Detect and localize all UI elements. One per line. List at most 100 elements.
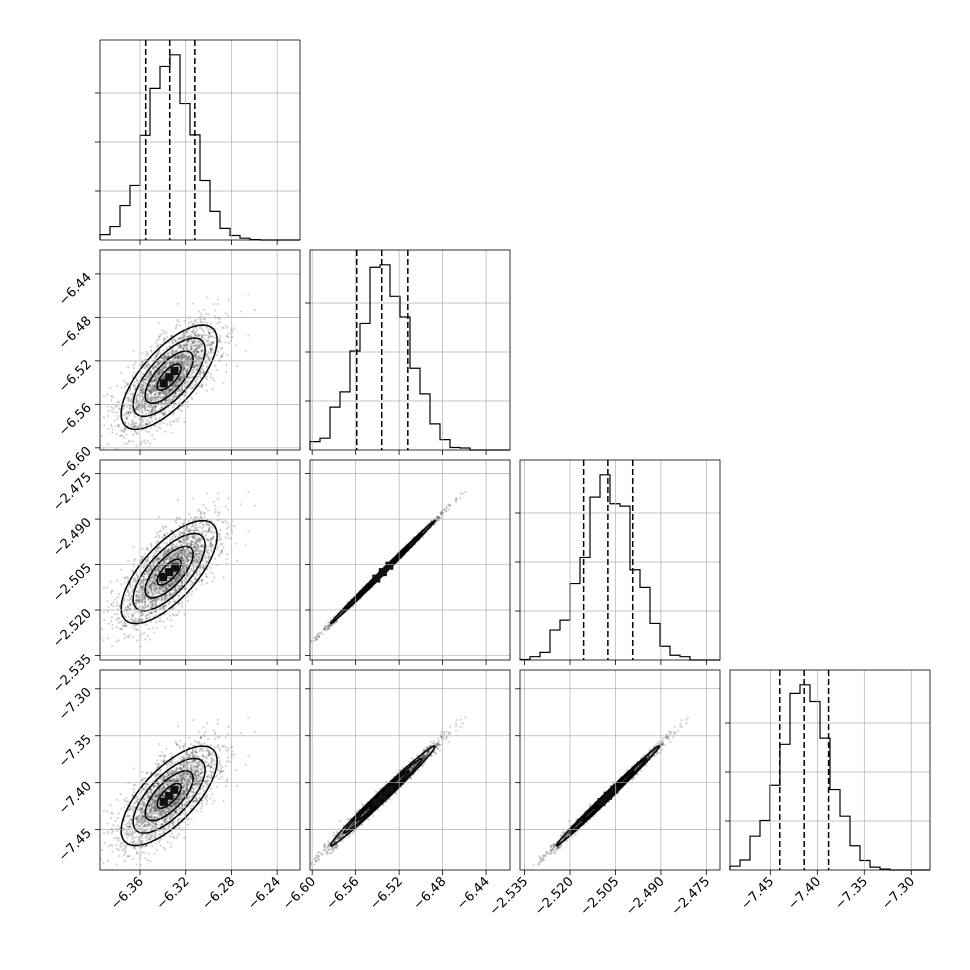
scatter-point bbox=[177, 354, 181, 357]
scatter-point bbox=[144, 605, 147, 608]
scatter-point bbox=[122, 603, 125, 606]
scatter-point bbox=[206, 539, 209, 542]
scatter-point bbox=[209, 571, 212, 574]
scatter-point bbox=[187, 356, 191, 359]
scatter-point bbox=[189, 387, 192, 390]
scatter-point bbox=[158, 607, 161, 610]
panel-frame bbox=[519, 459, 721, 661]
scatter-point bbox=[239, 310, 242, 313]
scatter-point bbox=[209, 542, 212, 545]
scatter-point bbox=[117, 592, 120, 596]
scatter-point bbox=[176, 584, 179, 587]
scatter-point bbox=[194, 549, 197, 552]
scatter-point bbox=[157, 386, 161, 389]
scatter-point bbox=[179, 353, 182, 356]
scatter-point bbox=[166, 356, 169, 359]
scatter-point bbox=[204, 507, 207, 510]
scatter-point bbox=[135, 377, 138, 381]
scatter-point bbox=[162, 559, 165, 563]
scatter-point bbox=[171, 592, 174, 595]
scatter-point bbox=[199, 513, 202, 516]
scatter-point bbox=[182, 365, 185, 368]
scatter-point bbox=[172, 357, 175, 360]
scatter-point bbox=[198, 372, 201, 376]
scatter-point bbox=[173, 374, 176, 378]
scatter-point bbox=[147, 418, 150, 422]
density-contour bbox=[156, 558, 182, 586]
scatter-point bbox=[127, 411, 130, 414]
scatter-point bbox=[157, 372, 161, 375]
scatter-point bbox=[179, 539, 182, 543]
scatter-point bbox=[157, 598, 160, 601]
scatter-point bbox=[187, 341, 190, 344]
scatter-point bbox=[152, 398, 155, 402]
scatter-point bbox=[110, 592, 113, 595]
scatter-point bbox=[195, 534, 198, 538]
scatter-point bbox=[181, 353, 184, 357]
scatter-point bbox=[98, 426, 100, 428]
scatter-point bbox=[156, 557, 159, 560]
scatter-point bbox=[157, 384, 160, 387]
scatter-point bbox=[188, 361, 191, 365]
scatter-point bbox=[170, 580, 173, 583]
scatter-point bbox=[134, 396, 137, 399]
scatter-point bbox=[151, 406, 154, 409]
scatter-point bbox=[210, 342, 214, 345]
scatter-point bbox=[187, 335, 190, 338]
scatter-point bbox=[174, 381, 177, 384]
scatter-point bbox=[127, 366, 130, 369]
scatter-point bbox=[225, 527, 229, 530]
scatter-point bbox=[193, 556, 196, 559]
scatter-point bbox=[158, 581, 161, 584]
scatter-point bbox=[161, 570, 165, 573]
scatter-point bbox=[143, 377, 147, 381]
scatter-point bbox=[200, 579, 203, 582]
scatter-point bbox=[186, 335, 189, 338]
scatter-point bbox=[195, 555, 198, 558]
scatter-point bbox=[141, 420, 144, 424]
scatter-point bbox=[117, 401, 120, 404]
scatter-point bbox=[207, 552, 211, 555]
scatter-point bbox=[177, 354, 180, 357]
scatter-point bbox=[247, 293, 250, 296]
scatter-point bbox=[201, 383, 204, 386]
scatter-point bbox=[207, 509, 210, 512]
scatter-point bbox=[157, 569, 161, 572]
scatter-point bbox=[186, 356, 189, 359]
scatter-point bbox=[192, 560, 195, 563]
scatter-point bbox=[148, 396, 151, 399]
scatter-point bbox=[132, 613, 135, 617]
scatter-point bbox=[145, 422, 148, 425]
scatter-point bbox=[224, 505, 227, 508]
scatter-point bbox=[175, 578, 179, 581]
scatter-point bbox=[173, 387, 176, 390]
scatter-point bbox=[177, 530, 180, 533]
scatter-point bbox=[198, 569, 201, 573]
scatter-point bbox=[164, 393, 167, 396]
scatter-point bbox=[206, 366, 209, 369]
scatter-point bbox=[161, 367, 164, 370]
scatter-point bbox=[140, 389, 143, 392]
scatter-point bbox=[196, 546, 199, 549]
scatter-point bbox=[200, 327, 203, 330]
scatter-point bbox=[154, 418, 158, 421]
scatter-point bbox=[173, 588, 177, 591]
scatter-point bbox=[145, 350, 148, 354]
scatter-point bbox=[171, 582, 174, 585]
scatter-point bbox=[143, 572, 147, 576]
scatter-point bbox=[194, 344, 197, 347]
scatter-point bbox=[199, 549, 202, 553]
scatter-point bbox=[149, 410, 153, 413]
scatter-point bbox=[141, 417, 144, 420]
panel-frame bbox=[729, 669, 931, 871]
scatter-point bbox=[172, 583, 175, 586]
scatter-point bbox=[190, 593, 193, 596]
scatter-point bbox=[196, 347, 199, 350]
scatter-point bbox=[177, 554, 180, 557]
scatter-point bbox=[121, 624, 124, 627]
scatter-point bbox=[149, 638, 152, 641]
scatter-point bbox=[178, 397, 182, 400]
scatter-point bbox=[197, 346, 200, 349]
scatter-point bbox=[170, 351, 173, 354]
scatter-point bbox=[111, 623, 114, 626]
